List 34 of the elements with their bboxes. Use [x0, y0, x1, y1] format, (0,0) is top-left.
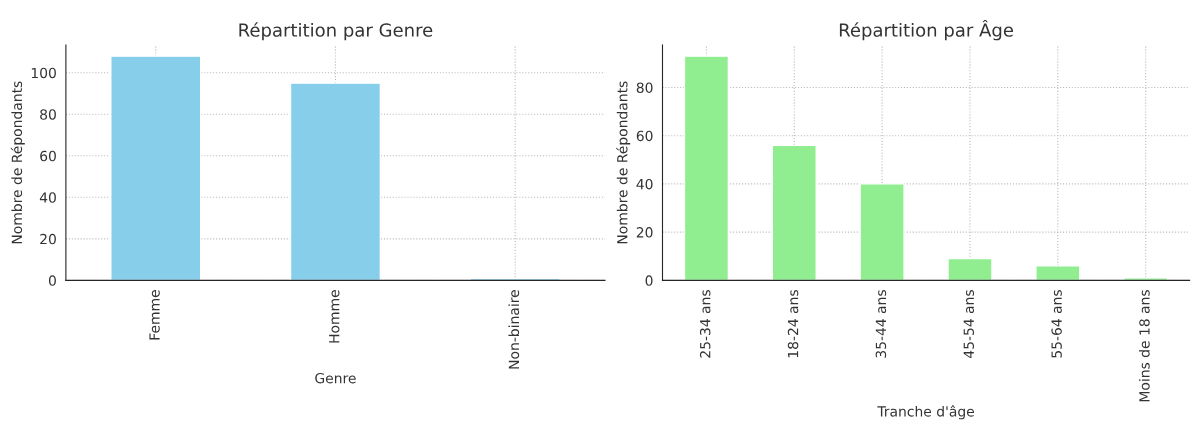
x-tick-label: Moins de 18 ans: [1138, 290, 1150, 402]
x-tick-label: Non-binaire: [508, 290, 520, 369]
bar: [947, 257, 993, 281]
y-axis-title: Nombre de Répondants: [616, 81, 631, 244]
y-tick-label: 0: [48, 275, 56, 286]
x-tick-label: 25-34 ans: [699, 290, 711, 358]
bar: [1035, 265, 1081, 281]
bar: [771, 144, 817, 281]
y-tick-label: 0: [645, 275, 653, 286]
chart-title: Répartition par Âge: [839, 19, 1013, 41]
x-tick-label: 35-44 ans: [875, 290, 887, 358]
y-tick-label: 40: [39, 192, 56, 203]
x-tick-label: 55-64 ans: [1051, 290, 1062, 358]
x-tick-label: 18-24 ans: [787, 290, 799, 358]
y-tick-label: 20: [636, 227, 653, 238]
y-tick-label: 80: [636, 82, 653, 93]
y-tick-label: 60: [40, 150, 56, 162]
bar: [110, 55, 202, 281]
y-tick-label: 100: [31, 67, 56, 79]
y-axis-title: Nombre de Répondants: [10, 81, 25, 244]
bar: [289, 82, 382, 281]
bar: [683, 55, 730, 281]
bar: [1123, 277, 1169, 281]
y-tick-label: 40: [636, 178, 653, 190]
bar: [859, 183, 905, 281]
y-tick-label: 20: [40, 233, 56, 245]
x-tick-label: Homme: [329, 290, 340, 343]
y-tick-label: 60: [636, 130, 653, 142]
y-tick-label: 80: [40, 109, 56, 120]
chart-title: Répartition par Genre: [239, 22, 433, 41]
x-tick-label: Femme: [149, 290, 160, 340]
x-axis-title: Tranche d'âge: [877, 405, 974, 420]
x-axis-title: Genre: [315, 372, 356, 384]
x-tick-label: 45-54 ans: [963, 290, 975, 359]
